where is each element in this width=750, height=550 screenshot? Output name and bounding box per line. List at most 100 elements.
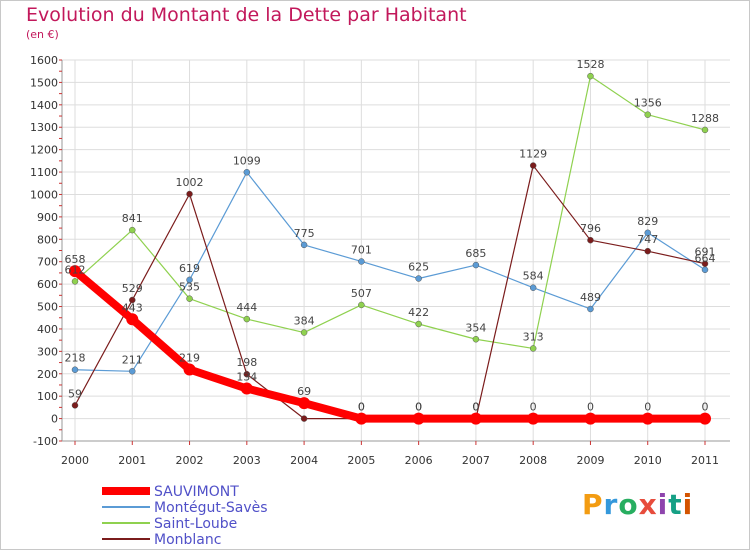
chart-subtitle: (en €) xyxy=(26,28,59,41)
data-label: 1129 xyxy=(519,148,547,161)
data-point xyxy=(644,247,651,255)
data-label: 0 xyxy=(587,401,594,414)
y-tick-label: 1000 xyxy=(30,188,58,201)
data-label: 134 xyxy=(236,371,257,384)
data-label: 0 xyxy=(358,401,365,414)
series-line-2 xyxy=(74,75,706,350)
data-point xyxy=(641,412,654,425)
data-point xyxy=(472,336,480,343)
y-tick-label: 700 xyxy=(37,256,58,269)
data-point xyxy=(240,382,253,395)
y-tick-label: 600 xyxy=(37,278,58,291)
data-label: 658 xyxy=(65,253,86,266)
y-tick-label: 1600 xyxy=(30,54,58,67)
data-point xyxy=(71,278,79,285)
data-point xyxy=(701,266,709,274)
data-point xyxy=(701,260,709,267)
data-label: 529 xyxy=(122,282,143,295)
data-point xyxy=(186,190,193,198)
y-tick-label: 400 xyxy=(37,323,58,336)
x-tick-label: 2009 xyxy=(576,454,604,467)
data-point xyxy=(129,296,136,304)
x-tick-label: 2010 xyxy=(634,454,662,467)
data-label: 489 xyxy=(580,291,601,304)
x-tick-label: 2003 xyxy=(233,454,261,467)
y-tick-label: 800 xyxy=(37,233,58,246)
y-tick-label: 1400 xyxy=(30,99,58,112)
data-point xyxy=(644,111,651,118)
x-tick-label: 2000 xyxy=(61,454,89,467)
logo-letter: o xyxy=(618,488,639,521)
data-point xyxy=(415,320,422,328)
data-point xyxy=(527,412,540,425)
y-tick-label: 300 xyxy=(37,345,58,358)
x-tick-label: 2005 xyxy=(347,454,375,467)
series-line-1 xyxy=(74,171,706,372)
series-lines xyxy=(69,72,711,425)
data-point xyxy=(701,126,709,134)
data-label: 422 xyxy=(408,306,429,319)
data-label: 198 xyxy=(236,356,257,369)
data-label: 691 xyxy=(695,246,716,259)
x-tick-label: 2008 xyxy=(519,454,547,467)
data-point xyxy=(126,313,139,326)
data-label: 218 xyxy=(65,352,86,365)
data-point xyxy=(587,236,594,244)
data-point xyxy=(355,412,368,425)
data-label: 796 xyxy=(580,222,601,235)
data-label: 664 xyxy=(695,252,716,265)
data-label: 1099 xyxy=(233,154,261,167)
data-label: 507 xyxy=(351,287,372,300)
data-point xyxy=(129,226,136,234)
chart-title: Evolution du Montant de la Dette par Hab… xyxy=(26,4,467,26)
data-point xyxy=(584,412,597,425)
data-label: 625 xyxy=(408,261,429,274)
x-tick-label: 2007 xyxy=(462,454,490,467)
data-label: 443 xyxy=(122,301,143,314)
data-label: 211 xyxy=(122,353,143,366)
y-tick-label: 1500 xyxy=(30,76,58,89)
data-label: 0 xyxy=(415,401,422,414)
x-tick-label: 2004 xyxy=(290,454,318,467)
data-point xyxy=(529,284,537,291)
data-point xyxy=(69,265,81,278)
data-label: 0 xyxy=(415,401,422,414)
data-point xyxy=(243,370,251,378)
data-point xyxy=(71,366,79,373)
data-point xyxy=(587,72,594,80)
logo-letter: i xyxy=(682,488,694,521)
x-tick-label: 2006 xyxy=(405,454,433,467)
data-label: 0 xyxy=(530,401,537,414)
y-tick-label: 1100 xyxy=(30,166,58,179)
data-point xyxy=(358,301,365,309)
proxiti-logo: Proxiti xyxy=(582,488,693,521)
y-tick-label: 1200 xyxy=(30,144,58,157)
data-label: 0 xyxy=(644,401,651,414)
data-point xyxy=(472,261,480,269)
y-tick-label: 100 xyxy=(37,390,58,403)
legend-label-2: Saint-Loube xyxy=(154,516,237,532)
data-label: 0 xyxy=(358,401,365,414)
data-label: 584 xyxy=(523,270,544,283)
y-tick-label: 0 xyxy=(51,413,58,426)
x-tick-label: 2002 xyxy=(176,454,204,467)
data-label: 775 xyxy=(294,227,315,240)
y-tick-label: 1300 xyxy=(30,121,58,134)
y-tick-label: 900 xyxy=(37,211,58,224)
data-label: 354 xyxy=(465,321,486,334)
data-point xyxy=(186,295,193,302)
y-tick-label: 200 xyxy=(37,368,58,381)
data-label: 69 xyxy=(297,385,311,398)
data-label: 59 xyxy=(68,387,82,400)
data-point xyxy=(415,275,422,282)
data-point xyxy=(129,368,136,375)
series-line-3 xyxy=(74,164,706,420)
logo-letter: r xyxy=(603,488,619,521)
data-point xyxy=(298,397,311,410)
data-point xyxy=(186,276,193,284)
data-point xyxy=(358,258,365,265)
data-point xyxy=(699,412,711,425)
data-point xyxy=(529,162,537,169)
